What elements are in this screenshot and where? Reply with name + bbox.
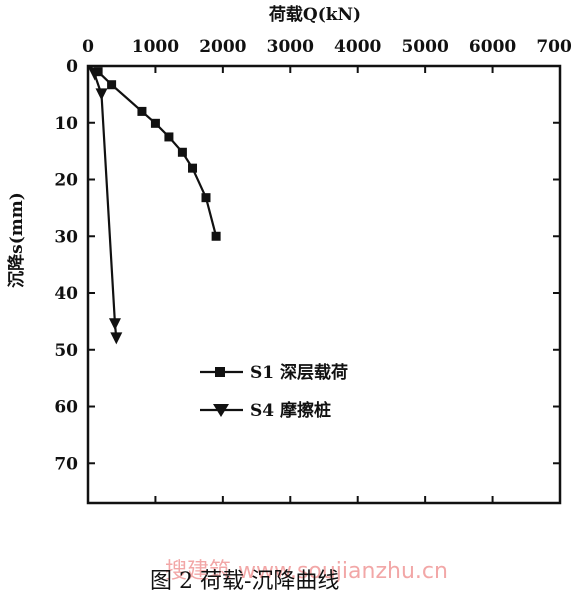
data-point-square	[211, 231, 221, 241]
y-tick-label: 70	[54, 454, 78, 474]
data-point-triangle	[108, 318, 121, 331]
data-point-square	[188, 163, 198, 173]
legend-marker-square	[215, 367, 225, 377]
x-tick-label: 4000	[334, 37, 381, 57]
y-axis-ticks: 0 10 20 30 40 50 60 70	[54, 57, 560, 474]
x-tick-label: 3000	[267, 37, 314, 57]
series-line-1	[87, 65, 218, 237]
legend: S1 深层载荷 S4 摩擦桩	[200, 362, 348, 421]
y-tick-label: 30	[54, 227, 78, 247]
data-point-triangle	[95, 88, 108, 101]
legend-label-s4: S4 摩擦桩	[250, 400, 331, 421]
y-axis-title: 沉降s(mm)	[6, 192, 27, 288]
x-tick-label: 6000	[469, 37, 516, 57]
y-tick-label: 20	[54, 171, 78, 191]
data-point-square	[137, 106, 147, 116]
data-point-triangle	[110, 332, 123, 345]
series-layer	[87, 65, 221, 345]
figure-caption: 图 2 荷载-沉降曲线	[150, 569, 339, 594]
data-point-square	[107, 80, 117, 90]
legend-marker-triangle	[213, 404, 229, 417]
x-tick-label: 5000	[401, 37, 448, 57]
y-tick-label: 10	[54, 114, 78, 134]
x-tick-label: 0	[82, 37, 94, 57]
y-tick-label: 60	[54, 398, 78, 418]
x-axis-title: 荷载Q(kN)	[269, 4, 361, 25]
watermark: 搜建筑 www.soujianzhu.cn	[165, 559, 448, 584]
legend-entry-s1: S1 深层载荷	[200, 362, 348, 383]
data-point-triangle	[88, 68, 101, 81]
y-tick-label: 50	[54, 341, 78, 361]
series-line-2	[87, 65, 118, 339]
legend-entry-s4: S4 摩擦桩	[200, 400, 331, 421]
y-tick-label: 0	[66, 57, 78, 77]
x-tick-label: 2000	[199, 37, 246, 57]
x-tick-label: 1000	[132, 37, 179, 57]
plot-frame	[86, 64, 562, 505]
data-point-square	[201, 193, 211, 203]
y-tick-label: 40	[54, 284, 78, 304]
data-point-square	[150, 118, 160, 128]
data-point-square	[164, 132, 174, 142]
legend-label-s1: S1 深层载荷	[250, 362, 348, 383]
data-point-square	[177, 147, 187, 157]
